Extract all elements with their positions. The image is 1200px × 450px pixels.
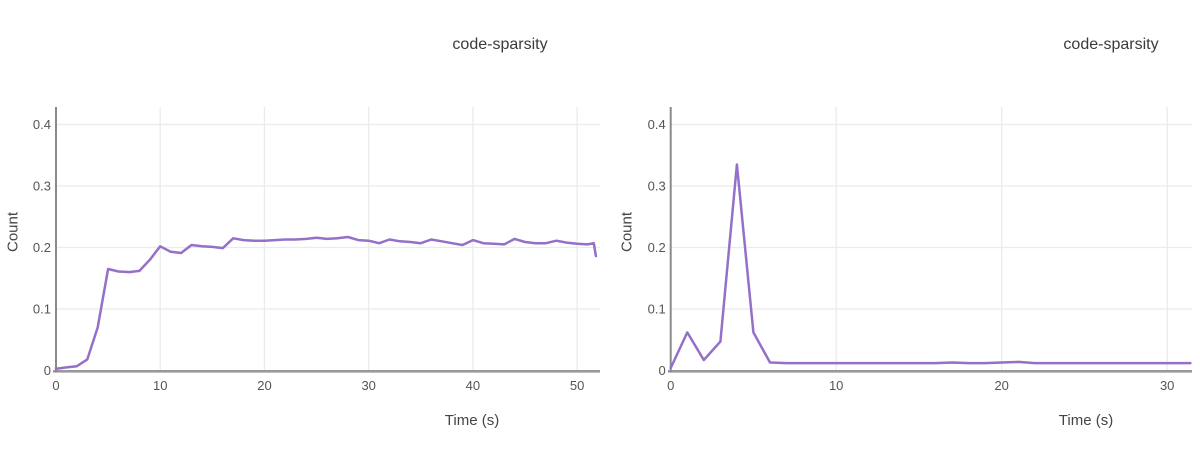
x-tick-label: 20 [994, 378, 1008, 393]
data-line [54, 235, 598, 370]
x-tick-label: 10 [153, 378, 167, 393]
y-axis-title: Count [618, 211, 636, 253]
line-chart-left: 0 0.1 0.2 0.3 0.4 0 10 20 30 40 50 [33, 107, 600, 393]
y-tick-label: 0 [44, 363, 51, 378]
x-tick-label: 50 [570, 378, 584, 393]
chart-panel-left: 0 0.1 0.2 0.3 0.4 0 10 20 30 40 50 code-sparsity T… [4, 36, 600, 429]
line-chart-right: 0 0.1 0.2 0.3 0.4 0 10 20 30 [648, 107, 1192, 393]
y-tick-label: 0.1 [33, 302, 51, 317]
x-tick-label: 40 [466, 378, 480, 393]
x-axis-title: Time (s) [444, 412, 500, 429]
x-tick-label: 30 [1160, 378, 1174, 393]
y-tick-label: 0 [658, 363, 665, 378]
y-tick-label: 0.2 [648, 240, 666, 255]
chart-title: code-sparsity [452, 36, 548, 53]
y-axis-title: Count [4, 211, 22, 253]
x-tick-label: 0 [667, 378, 674, 393]
y-tick-label: 0.3 [33, 179, 51, 194]
y-tick-label: 0.4 [33, 117, 51, 132]
x-axis-title: Time (s) [1058, 412, 1114, 429]
y-tick-label: 0.2 [33, 240, 51, 255]
x-tick-label: 30 [361, 378, 375, 393]
y-tick-label: 0.3 [648, 179, 666, 194]
x-tick-label: 10 [829, 378, 843, 393]
chart-panel-right: 0 0.1 0.2 0.3 0.4 0 10 20 30 code-sparsity Time … [600, 0, 1200, 450]
y-tick-label: 0.1 [648, 302, 666, 317]
x-tick-label: 20 [257, 378, 271, 393]
data-line [669, 163, 1192, 370]
chart-title: code-sparsity [1063, 36, 1159, 53]
x-tick-label: 0 [52, 378, 59, 393]
y-tick-label: 0.4 [648, 117, 666, 132]
